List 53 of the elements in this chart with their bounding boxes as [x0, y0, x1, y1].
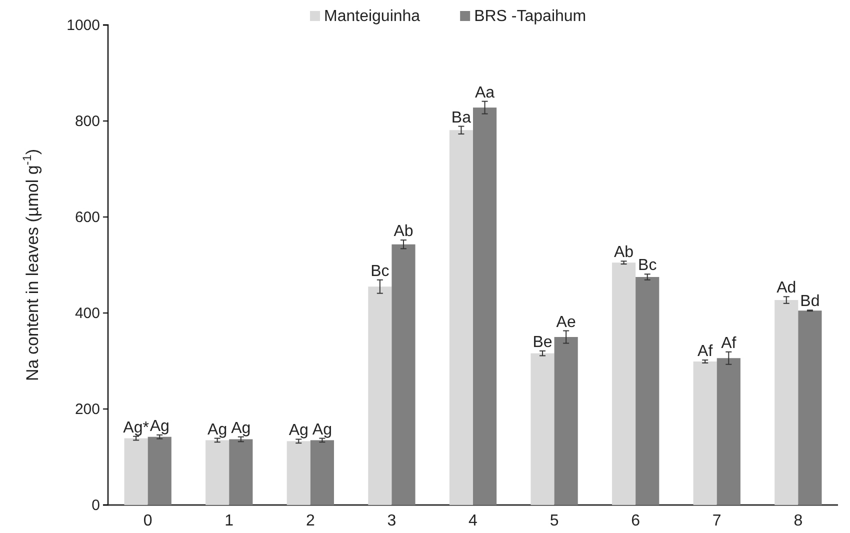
bar	[229, 439, 253, 505]
x-tick-label: 0	[143, 512, 152, 530]
bar	[798, 310, 822, 505]
bar	[636, 277, 660, 505]
x-tick-label: 6	[631, 512, 640, 530]
bar	[554, 337, 578, 505]
data-label: Ag	[231, 420, 251, 437]
data-label: Ae	[556, 314, 576, 331]
bar	[148, 436, 172, 505]
y-tick-label: 400	[74, 304, 100, 322]
bar	[716, 358, 740, 505]
data-label: Bc	[638, 257, 657, 274]
bar	[612, 262, 636, 505]
data-label: Ab	[614, 244, 634, 262]
x-tick-label: 7	[712, 512, 722, 530]
x-tick-label: 5	[550, 512, 559, 530]
bar	[392, 244, 416, 505]
bar	[693, 361, 717, 505]
bar	[124, 438, 148, 505]
y-tick-label: 600	[74, 208, 100, 226]
y-tick-label: 0	[92, 496, 100, 514]
bar	[206, 440, 230, 505]
bar	[774, 300, 798, 505]
legend-label: BRS -Tapaihum	[474, 8, 586, 25]
data-label: Ad	[776, 280, 796, 297]
data-label: Ag	[288, 422, 308, 440]
data-label: Af	[698, 343, 714, 360]
bar	[286, 441, 310, 505]
data-label: Af	[721, 334, 737, 352]
bar	[310, 440, 334, 505]
data-label: Ag	[208, 421, 228, 438]
bar	[530, 353, 554, 505]
data-label: Ab	[394, 223, 414, 240]
data-label: Bc	[370, 262, 390, 280]
data-label: Ag*	[123, 419, 149, 436]
bar	[449, 130, 473, 505]
y-tick-label: 200	[74, 400, 100, 418]
x-tick-label: 3	[387, 512, 396, 530]
legend-label: Manteiguinha	[324, 8, 420, 25]
x-tick-label: 8	[794, 512, 803, 530]
y-tick-label: 1000	[66, 16, 100, 34]
data-label: Ag	[312, 421, 332, 438]
x-tick-label: 4	[468, 512, 478, 530]
bar	[473, 108, 497, 505]
x-tick-label: 2	[306, 512, 315, 530]
y-tick-label: 800	[74, 112, 100, 130]
data-label: Ba	[451, 109, 472, 126]
x-tick-label: 1	[224, 512, 234, 530]
bar	[368, 286, 392, 505]
data-label: Bd	[800, 293, 820, 310]
data-label: Be	[532, 334, 552, 351]
data-label: Aa	[475, 84, 495, 102]
data-label: Ag	[150, 418, 170, 435]
